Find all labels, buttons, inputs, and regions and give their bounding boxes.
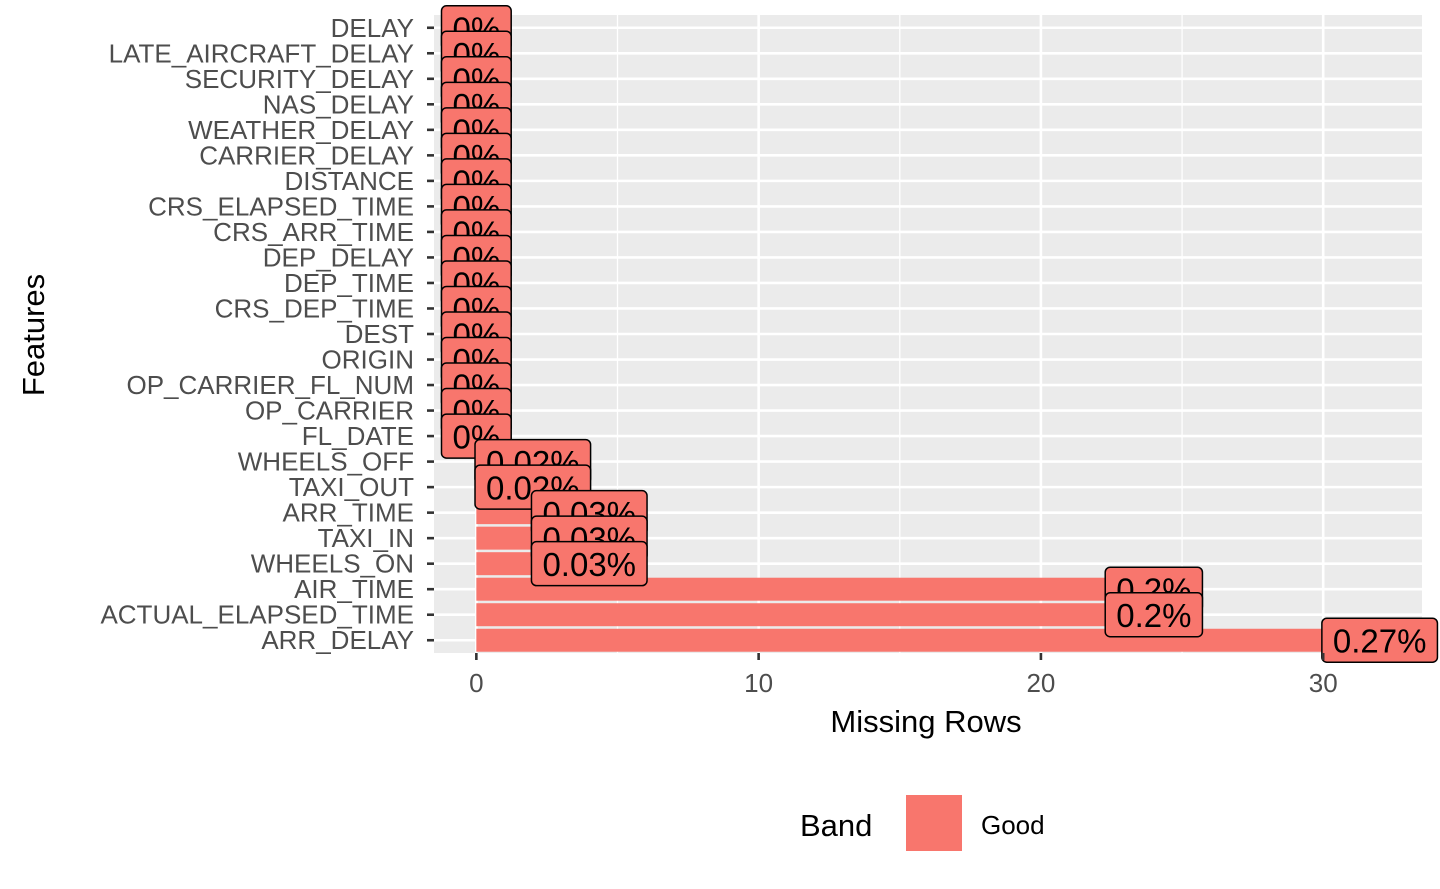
y-tick-label: WHEELS_ON <box>251 549 414 579</box>
y-tick-label: ORIGIN <box>322 345 414 375</box>
gridlines <box>434 15 1422 653</box>
data-label-text: 0.2% <box>1116 597 1191 634</box>
y-tick-label: DEST <box>345 319 414 349</box>
y-tick-label: DISTANCE <box>284 166 414 196</box>
data-label-box <box>1104 591 1204 638</box>
data-label: 0.27% <box>1321 617 1439 663</box>
y-tick-label: ACTUAL_ELAPSED_TIME <box>100 600 414 630</box>
y-tick-label: TAXI_IN <box>318 523 414 553</box>
bar <box>476 603 1154 627</box>
y-tick-label: CARRIER_DELAY <box>199 140 414 170</box>
y-tick-label: CRS_ARR_TIME <box>213 217 414 247</box>
data-label: 0.03% <box>530 540 648 587</box>
y-tick-label: NAS_DELAY <box>263 89 414 119</box>
x-tick-label: 0 <box>469 668 483 698</box>
y-axis: DELAYLATE_AIRCRAFT_DELAYSECURITY_DELAYNA… <box>100 13 434 655</box>
data-label: 0.2% <box>1104 591 1204 638</box>
x-axis: 0 10 20 30 <box>469 653 1338 698</box>
y-tick-label: SECURITY_DELAY <box>185 64 414 94</box>
y-tick-label: CRS_DEP_TIME <box>215 293 414 323</box>
legend-key-good <box>906 795 962 851</box>
y-tick-label: LATE_AIRCRAFT_DELAY <box>109 38 414 68</box>
y-tick-label: OP_CARRIER <box>245 396 414 426</box>
y-tick-label: CRS_ELAPSED_TIME <box>148 191 414 221</box>
bar <box>476 628 1380 652</box>
y-tick-label: DELAY <box>331 13 414 43</box>
data-labels: 0%0%0%0%0%0%0%0%0%0%0%0%0%0%0%0%0%0.02%0… <box>440 5 1439 663</box>
legend: Band Good <box>800 795 1045 851</box>
data-label-box <box>1321 617 1439 663</box>
y-tick-label: ARR_TIME <box>283 498 414 528</box>
y-tick-label: ARR_DELAY <box>261 625 414 655</box>
y-tick-label: AIR_TIME <box>294 574 414 604</box>
data-label-text: 0.27% <box>1333 623 1427 660</box>
data-label-text: 0.03% <box>542 546 636 583</box>
y-tick-label: TAXI_OUT <box>289 472 414 502</box>
y-tick-label: WEATHER_DELAY <box>188 115 414 145</box>
x-tick-label: 20 <box>1026 668 1055 698</box>
y-tick-label: DEP_DELAY <box>263 242 414 272</box>
y-tick-label: WHEELS_OFF <box>238 447 414 477</box>
x-axis-title: Missing Rows <box>830 704 1021 739</box>
x-tick-label: 30 <box>1309 668 1338 698</box>
y-tick-label: FL_DATE <box>302 421 414 451</box>
legend-label-good: Good <box>981 810 1045 840</box>
y-tick-label: OP_CARRIER_FL_NUM <box>126 370 414 400</box>
y-axis-title: Features <box>16 274 51 396</box>
y-tick-label: DEP_TIME <box>284 268 414 298</box>
legend-title: Band <box>800 808 872 843</box>
x-tick-label: 10 <box>744 668 773 698</box>
data-label-box <box>530 540 648 587</box>
